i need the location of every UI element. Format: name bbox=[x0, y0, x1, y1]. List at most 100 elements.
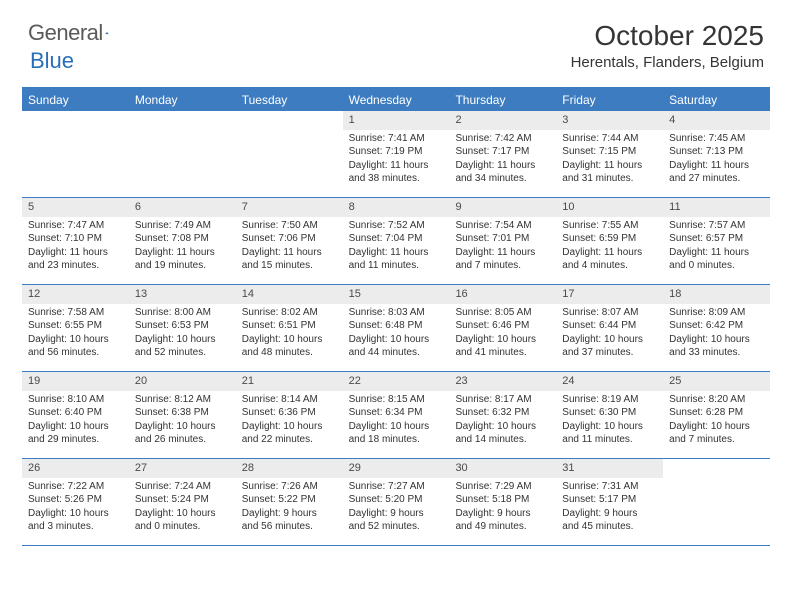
date-number: 20 bbox=[129, 372, 236, 391]
sunset-text: Sunset: 5:24 PM bbox=[135, 493, 230, 507]
day-cell-body: Sunrise: 8:15 AMSunset: 6:34 PMDaylight:… bbox=[343, 391, 450, 451]
sunrise-text: Sunrise: 7:42 AM bbox=[455, 132, 550, 146]
date-number: 12 bbox=[22, 285, 129, 304]
day-cell: 14Sunrise: 8:02 AMSunset: 6:51 PMDayligh… bbox=[236, 285, 343, 371]
week-row: 26Sunrise: 7:22 AMSunset: 5:26 PMDayligh… bbox=[22, 459, 770, 546]
day-cell: 2Sunrise: 7:42 AMSunset: 7:17 PMDaylight… bbox=[449, 111, 556, 197]
daylight-text: Daylight: 11 hours bbox=[455, 246, 550, 260]
sunset-text: Sunset: 6:40 PM bbox=[28, 406, 123, 420]
day-cell: 1Sunrise: 7:41 AMSunset: 7:19 PMDaylight… bbox=[343, 111, 450, 197]
day-cell-body: Sunrise: 7:22 AMSunset: 5:26 PMDaylight:… bbox=[22, 478, 129, 538]
sunset-text: Sunset: 7:13 PM bbox=[669, 145, 764, 159]
sunrise-text: Sunrise: 7:45 AM bbox=[669, 132, 764, 146]
sunset-text: Sunset: 5:18 PM bbox=[455, 493, 550, 507]
sunrise-text: Sunrise: 8:09 AM bbox=[669, 306, 764, 320]
date-number: 23 bbox=[449, 372, 556, 391]
daylight-text: and 4 minutes. bbox=[562, 259, 657, 273]
daylight-text: Daylight: 11 hours bbox=[349, 159, 444, 173]
date-number: 13 bbox=[129, 285, 236, 304]
sunrise-text: Sunrise: 7:22 AM bbox=[28, 480, 123, 494]
day-cell-body: Sunrise: 7:45 AMSunset: 7:13 PMDaylight:… bbox=[663, 130, 770, 190]
sunset-text: Sunset: 7:04 PM bbox=[349, 232, 444, 246]
sunrise-text: Sunrise: 7:50 AM bbox=[242, 219, 337, 233]
daylight-text: Daylight: 11 hours bbox=[28, 246, 123, 260]
day-cell-body: Sunrise: 7:50 AMSunset: 7:06 PMDaylight:… bbox=[236, 217, 343, 277]
day-cell: 22Sunrise: 8:15 AMSunset: 6:34 PMDayligh… bbox=[343, 372, 450, 458]
day-cell-body: Sunrise: 8:09 AMSunset: 6:42 PMDaylight:… bbox=[663, 304, 770, 364]
day-cell: 11Sunrise: 7:57 AMSunset: 6:57 PMDayligh… bbox=[663, 198, 770, 284]
day-cell: 3Sunrise: 7:44 AMSunset: 7:15 PMDaylight… bbox=[556, 111, 663, 197]
day-header-row: SundayMondayTuesdayWednesdayThursdayFrid… bbox=[22, 89, 770, 111]
daylight-text: and 48 minutes. bbox=[242, 346, 337, 360]
week-row: 12Sunrise: 7:58 AMSunset: 6:55 PMDayligh… bbox=[22, 285, 770, 372]
sunset-text: Sunset: 6:51 PM bbox=[242, 319, 337, 333]
date-number: 31 bbox=[556, 459, 663, 478]
daylight-text: and 37 minutes. bbox=[562, 346, 657, 360]
day-cell-body: Sunrise: 7:57 AMSunset: 6:57 PMDaylight:… bbox=[663, 217, 770, 277]
sunrise-text: Sunrise: 8:15 AM bbox=[349, 393, 444, 407]
sunset-text: Sunset: 7:08 PM bbox=[135, 232, 230, 246]
day-cell: 26Sunrise: 7:22 AMSunset: 5:26 PMDayligh… bbox=[22, 459, 129, 545]
date-number: 8 bbox=[343, 198, 450, 217]
daylight-text: and 26 minutes. bbox=[135, 433, 230, 447]
month-title: October 2025 bbox=[571, 20, 764, 52]
daylight-text: and 0 minutes. bbox=[669, 259, 764, 273]
sunset-text: Sunset: 7:06 PM bbox=[242, 232, 337, 246]
day-cell-body: Sunrise: 8:00 AMSunset: 6:53 PMDaylight:… bbox=[129, 304, 236, 364]
sunset-text: Sunset: 6:42 PM bbox=[669, 319, 764, 333]
daylight-text: Daylight: 10 hours bbox=[562, 420, 657, 434]
date-number: 28 bbox=[236, 459, 343, 478]
sunset-text: Sunset: 7:15 PM bbox=[562, 145, 657, 159]
day-cell: 5Sunrise: 7:47 AMSunset: 7:10 PMDaylight… bbox=[22, 198, 129, 284]
date-number: 4 bbox=[663, 111, 770, 130]
date-number: 10 bbox=[556, 198, 663, 217]
date-number: 6 bbox=[129, 198, 236, 217]
daylight-text: and 45 minutes. bbox=[562, 520, 657, 534]
day-cell: 25Sunrise: 8:20 AMSunset: 6:28 PMDayligh… bbox=[663, 372, 770, 458]
day-cell-body: Sunrise: 7:55 AMSunset: 6:59 PMDaylight:… bbox=[556, 217, 663, 277]
date-number: 2 bbox=[449, 111, 556, 130]
day-header: Sunday bbox=[22, 89, 129, 111]
day-cell: 16Sunrise: 8:05 AMSunset: 6:46 PMDayligh… bbox=[449, 285, 556, 371]
calendar: SundayMondayTuesdayWednesdayThursdayFrid… bbox=[22, 87, 770, 546]
daylight-text: and 22 minutes. bbox=[242, 433, 337, 447]
daylight-text: Daylight: 10 hours bbox=[455, 333, 550, 347]
day-cell-body: Sunrise: 7:42 AMSunset: 7:17 PMDaylight:… bbox=[449, 130, 556, 190]
daylight-text: Daylight: 9 hours bbox=[455, 507, 550, 521]
daylight-text: and 33 minutes. bbox=[669, 346, 764, 360]
sunrise-text: Sunrise: 8:00 AM bbox=[135, 306, 230, 320]
sunset-text: Sunset: 7:17 PM bbox=[455, 145, 550, 159]
date-number: 15 bbox=[343, 285, 450, 304]
sunrise-text: Sunrise: 7:55 AM bbox=[562, 219, 657, 233]
daylight-text: Daylight: 10 hours bbox=[669, 420, 764, 434]
week-row: 1Sunrise: 7:41 AMSunset: 7:19 PMDaylight… bbox=[22, 111, 770, 198]
daylight-text: and 11 minutes. bbox=[349, 259, 444, 273]
date-number: 16 bbox=[449, 285, 556, 304]
daylight-text: Daylight: 11 hours bbox=[669, 246, 764, 260]
header: General October 2025 Herentals, Flanders… bbox=[0, 0, 792, 79]
date-number: 17 bbox=[556, 285, 663, 304]
sunrise-text: Sunrise: 8:12 AM bbox=[135, 393, 230, 407]
sunrise-text: Sunrise: 8:05 AM bbox=[455, 306, 550, 320]
daylight-text: and 7 minutes. bbox=[669, 433, 764, 447]
daylight-text: and 18 minutes. bbox=[349, 433, 444, 447]
sunset-text: Sunset: 6:36 PM bbox=[242, 406, 337, 420]
day-cell-body: Sunrise: 7:47 AMSunset: 7:10 PMDaylight:… bbox=[22, 217, 129, 277]
daylight-text: and 7 minutes. bbox=[455, 259, 550, 273]
daylight-text: and 15 minutes. bbox=[242, 259, 337, 273]
date-number: 11 bbox=[663, 198, 770, 217]
daylight-text: Daylight: 10 hours bbox=[562, 333, 657, 347]
daylight-text: Daylight: 10 hours bbox=[135, 333, 230, 347]
logo-sail-icon bbox=[105, 24, 109, 42]
sunrise-text: Sunrise: 7:31 AM bbox=[562, 480, 657, 494]
day-cell-body: Sunrise: 7:58 AMSunset: 6:55 PMDaylight:… bbox=[22, 304, 129, 364]
sunset-text: Sunset: 7:19 PM bbox=[349, 145, 444, 159]
sunrise-text: Sunrise: 7:29 AM bbox=[455, 480, 550, 494]
day-cell-body: Sunrise: 7:44 AMSunset: 7:15 PMDaylight:… bbox=[556, 130, 663, 190]
date-number: 14 bbox=[236, 285, 343, 304]
daylight-text: Daylight: 10 hours bbox=[135, 420, 230, 434]
sunset-text: Sunset: 5:17 PM bbox=[562, 493, 657, 507]
sunrise-text: Sunrise: 8:17 AM bbox=[455, 393, 550, 407]
daylight-text: and 56 minutes. bbox=[242, 520, 337, 534]
sunset-text: Sunset: 5:22 PM bbox=[242, 493, 337, 507]
